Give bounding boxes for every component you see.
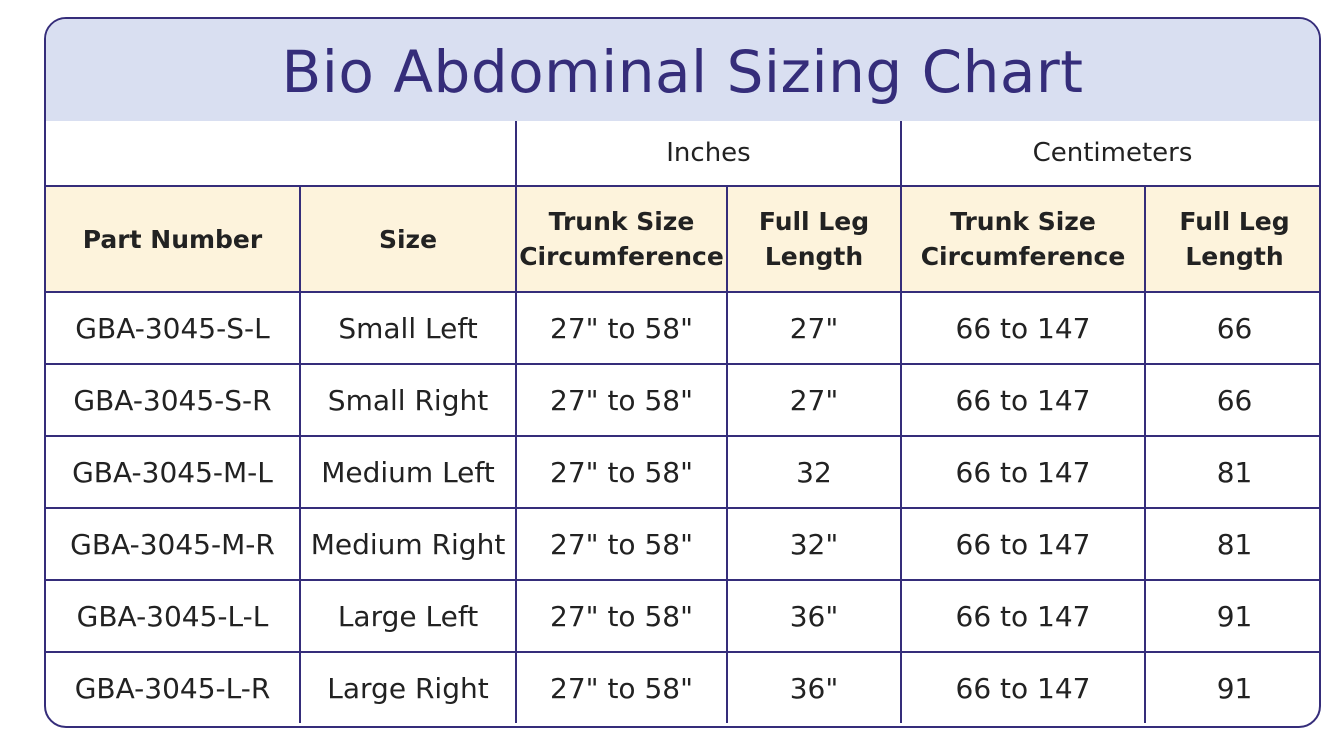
- leg-cm-cell: 91: [1143, 651, 1319, 723]
- size-cell: Small Left: [299, 291, 517, 365]
- size-cell: Large Left: [299, 579, 517, 653]
- leg-inches-cell: 27": [726, 291, 902, 365]
- header-leg-cm-line1: Full Leg: [1179, 207, 1290, 236]
- trunk-inches-cell: 27" to 58": [515, 507, 728, 581]
- size-cell: Large Right: [299, 651, 517, 723]
- trunk-inches-cell: 27" to 58": [515, 363, 728, 437]
- header-leg-inches-line2: Length: [764, 242, 864, 271]
- leg-inches-cell: 32: [726, 435, 902, 509]
- leg-cm-cell: 81: [1143, 435, 1319, 509]
- size-cell: Medium Left: [299, 435, 517, 509]
- table-row: GBA-3045-M-L Medium Left 27" to 58" 32 6…: [46, 435, 1319, 509]
- trunk-cm-cell: 66 to 147: [900, 507, 1146, 581]
- leg-inches-cell: 36": [726, 651, 902, 723]
- size-cell: Small Right: [299, 363, 517, 437]
- leg-cm-cell: 91: [1143, 579, 1319, 653]
- trunk-cm-cell: 66 to 147: [900, 651, 1146, 723]
- header-trunk-inches: Trunk Size Circumference: [515, 185, 728, 293]
- trunk-cm-cell: 66 to 147: [900, 579, 1146, 653]
- table-row: GBA-3045-L-L Large Left 27" to 58" 36" 6…: [46, 579, 1319, 653]
- leg-cm-cell: 81: [1143, 507, 1319, 581]
- unit-centimeters-header: Centimeters: [899, 121, 1319, 187]
- part-number-cell: GBA-3045-L-L: [46, 579, 301, 653]
- unit-blank-cell: [46, 121, 517, 187]
- trunk-inches-cell: 27" to 58": [515, 651, 728, 723]
- trunk-cm-cell: 66 to 147: [900, 363, 1146, 437]
- part-number-cell: GBA-3045-S-R: [46, 363, 301, 437]
- header-trunk-inches-line2: Circumference: [519, 242, 724, 271]
- header-trunk-cm-line1: Trunk Size: [950, 207, 1096, 236]
- header-trunk-cm-line2: Circumference: [920, 242, 1126, 271]
- part-number-cell: GBA-3045-M-R: [46, 507, 301, 581]
- trunk-inches-cell: 27" to 58": [515, 435, 728, 509]
- part-number-cell: GBA-3045-L-R: [46, 651, 301, 723]
- trunk-inches-cell: 27" to 58": [515, 579, 728, 653]
- chart-title: Bio Abdominal Sizing Chart: [281, 38, 1084, 106]
- table-row: GBA-3045-L-R Large Right 27" to 58" 36" …: [46, 651, 1319, 723]
- unit-inches-header: Inches: [515, 121, 902, 187]
- header-leg-inches: Full Leg Length: [726, 185, 902, 293]
- header-leg-inches-line1: Full Leg: [758, 207, 870, 236]
- sizing-table: Inches Centimeters Part Number Size Trun…: [46, 121, 1319, 723]
- header-trunk-cm: Trunk Size Circumference: [900, 185, 1146, 293]
- header-part-number: Part Number: [46, 185, 301, 293]
- trunk-cm-cell: 66 to 147: [900, 291, 1146, 365]
- unit-header-row: Inches Centimeters: [46, 121, 1319, 187]
- trunk-cm-cell: 66 to 147: [900, 435, 1146, 509]
- leg-inches-cell: 32": [726, 507, 902, 581]
- size-cell: Medium Right: [299, 507, 517, 581]
- leg-inches-cell: 36": [726, 579, 902, 653]
- title-bar: Bio Abdominal Sizing Chart: [46, 19, 1319, 123]
- header-size: Size: [299, 185, 517, 293]
- sizing-chart-card: Bio Abdominal Sizing Chart Inches Centim…: [44, 17, 1321, 728]
- header-trunk-inches-line1: Trunk Size: [548, 207, 695, 236]
- header-leg-cm-line2: Length: [1185, 242, 1284, 271]
- leg-inches-cell: 27": [726, 363, 902, 437]
- part-number-cell: GBA-3045-M-L: [46, 435, 301, 509]
- table-row: GBA-3045-S-L Small Left 27" to 58" 27" 6…: [46, 291, 1319, 365]
- part-number-cell: GBA-3045-S-L: [46, 291, 301, 365]
- table-row: GBA-3045-M-R Medium Right 27" to 58" 32"…: [46, 507, 1319, 581]
- leg-cm-cell: 66: [1143, 291, 1319, 365]
- table-row: GBA-3045-S-R Small Right 27" to 58" 27" …: [46, 363, 1319, 437]
- trunk-inches-cell: 27" to 58": [515, 291, 728, 365]
- leg-cm-cell: 66: [1143, 363, 1319, 437]
- header-leg-cm: Full Leg Length: [1143, 185, 1319, 293]
- column-header-row: Part Number Size Trunk Size Circumferenc…: [46, 185, 1319, 293]
